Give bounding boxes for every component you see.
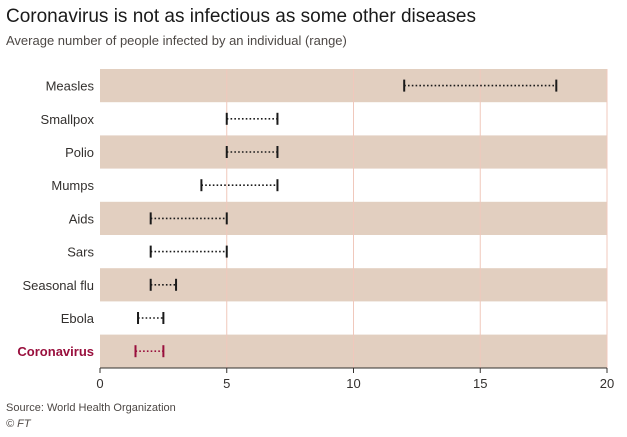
chart-title: Coronavirus is not as infectious as some… <box>6 6 476 27</box>
category-label: Mumps <box>51 178 94 193</box>
category-label: Ebola <box>61 311 95 326</box>
category-label: Sars <box>67 245 94 260</box>
category-label: Coronavirus <box>17 344 94 359</box>
x-tick-label: 5 <box>223 376 230 391</box>
chart-subtitle: Average number of people infected by an … <box>6 33 347 48</box>
x-tick-label: 0 <box>96 376 103 391</box>
category-label: Smallpox <box>41 112 95 127</box>
credit-note: © FT <box>6 418 31 430</box>
x-tick-label: 10 <box>346 376 360 391</box>
category-label: Measles <box>46 79 95 94</box>
category-label: Aids <box>69 211 95 226</box>
category-label: Seasonal flu <box>22 278 94 293</box>
x-tick-label: 20 <box>600 376 614 391</box>
category-label: Polio <box>65 145 94 160</box>
source-note: Source: World Health Organization <box>6 402 176 414</box>
x-tick-label: 15 <box>473 376 487 391</box>
